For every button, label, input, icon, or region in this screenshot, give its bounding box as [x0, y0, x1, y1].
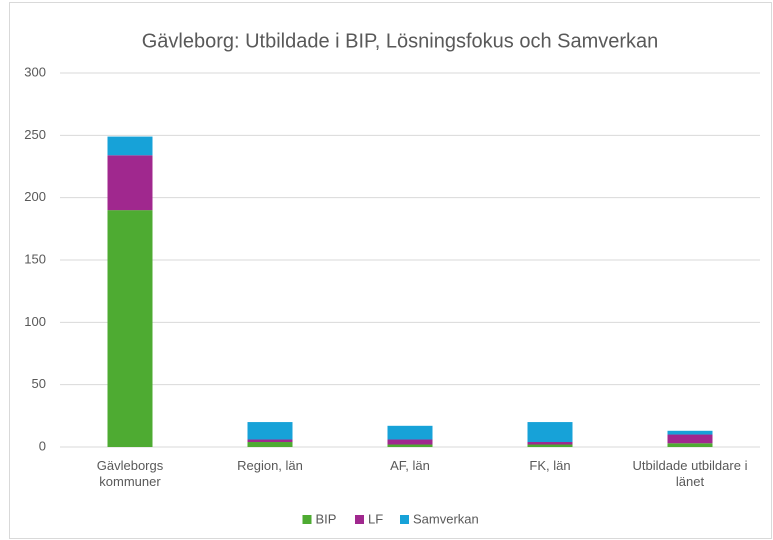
x-tick-label: AF, län — [390, 458, 430, 473]
legend-swatch — [355, 515, 364, 524]
x-tick-label: Utbildade utbildare i länet — [632, 458, 748, 489]
bar-segment — [247, 439, 293, 443]
x-tick-label: Gävleborgs kommuner — [96, 458, 164, 489]
bar-segment — [527, 442, 573, 445]
bar-segment — [387, 444, 433, 447]
y-tick-label: 250 — [24, 127, 46, 142]
bar-segment — [527, 444, 573, 447]
bar-segment — [247, 442, 293, 447]
bar-segment — [667, 443, 713, 447]
bar-segment — [387, 439, 433, 445]
bar-segment — [107, 136, 153, 156]
y-tick-label: 300 — [24, 64, 46, 79]
x-tick-label: FK, län — [529, 458, 571, 473]
y-tick-label: 50 — [32, 376, 46, 391]
bar-segment — [247, 422, 293, 440]
chart-title: Gävleborg: Utbildade i BIP, Lösningsfoku… — [142, 30, 659, 52]
x-tick-label: Region, län — [237, 458, 303, 473]
legend-label: LF — [368, 511, 383, 526]
y-tick-label: 200 — [24, 189, 46, 204]
y-tick-label: 0 — [39, 438, 46, 453]
bar-segment — [667, 434, 713, 444]
y-tick-label: 100 — [24, 314, 46, 329]
bar-segment — [387, 425, 433, 440]
bar-segment — [107, 210, 153, 447]
y-tick-label: 150 — [24, 251, 46, 266]
bar-segment — [107, 155, 153, 211]
bar-segment — [667, 430, 713, 435]
legend-swatch — [302, 515, 312, 524]
legend-label: BIP — [316, 511, 337, 526]
legend-swatch — [400, 515, 409, 524]
legend-label: Samverkan — [413, 511, 479, 526]
bar-segment — [527, 422, 573, 443]
